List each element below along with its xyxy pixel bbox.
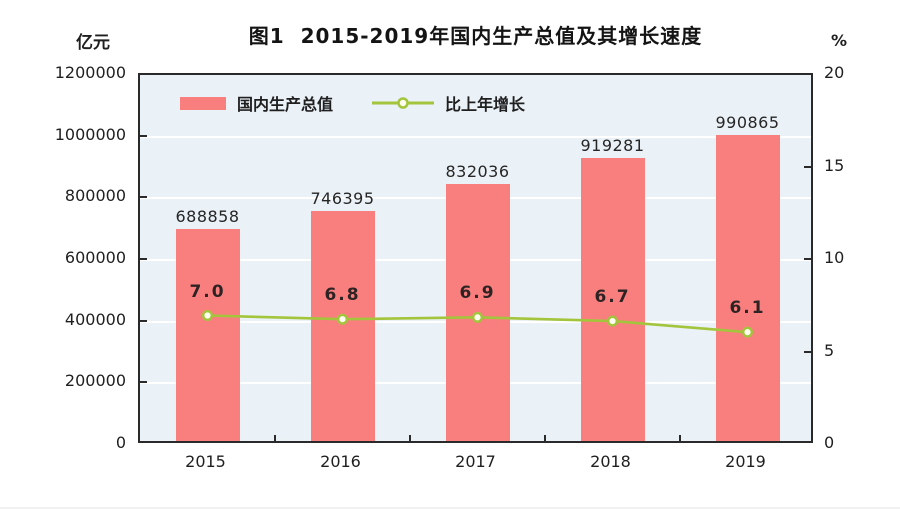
gdp-bar <box>310 210 375 441</box>
growth-rate-label: 6.9 <box>459 283 496 304</box>
bar-value-label: 990865 <box>715 113 780 133</box>
bar-value-label: 919281 <box>580 135 645 155</box>
right-axis-tick-mark <box>804 165 811 168</box>
page-divider <box>0 507 900 509</box>
growth-rate-label: 6.1 <box>729 298 766 319</box>
legend-line-sample-icon <box>372 97 435 109</box>
x-axis-year-label: 2019 <box>725 452 766 471</box>
right-axis-tick-mark <box>804 258 811 260</box>
right-axis-tick-label: 20 <box>824 63 845 82</box>
legend-bar-label: 国内生产总值 <box>237 95 334 114</box>
legend-line-label: 比上年增长 <box>445 95 526 114</box>
right-axis-tick-label: 5 <box>824 340 835 360</box>
right-axis-tick-label: 10 <box>824 248 845 267</box>
x-axis-year-label: 2017 <box>455 452 496 471</box>
left-axis-tick-label: 400000 <box>64 309 126 329</box>
left-axis-tick-mark <box>140 134 147 137</box>
left-axis-tick-label: 200000 <box>64 371 126 391</box>
right-axis-tick-label: 15 <box>824 155 845 175</box>
gridline <box>140 135 811 138</box>
chart-title: 图1 2015-2019年国内生产总值及其增长速度 <box>248 24 703 48</box>
left-axis-tick-label: 800000 <box>64 186 126 206</box>
growth-rate-label: 7.0 <box>189 281 226 302</box>
gdp-bar <box>580 157 645 441</box>
gdp-bar <box>175 228 240 441</box>
plot-area: 国内生产总值 比上年增长 688858 746395 832036 919281 990… <box>138 73 813 443</box>
left-axis-tick-label: 1000000 <box>54 124 126 144</box>
bar-value-label: 832036 <box>445 162 510 182</box>
bar-value-label: 688858 <box>175 206 240 226</box>
x-axis-tick-mark <box>274 435 276 441</box>
left-axis-tick-label: 600000 <box>64 248 126 267</box>
gdp-bar <box>445 184 510 441</box>
x-axis-year-label: 2015 <box>185 452 226 471</box>
x-axis-year-label: 2016 <box>320 452 361 471</box>
left-axis-unit: 亿元 <box>76 33 110 53</box>
left-axis-tick-mark <box>140 258 147 260</box>
legend-bar-swatch <box>180 96 226 110</box>
growth-rate-label: 6.8 <box>324 285 361 306</box>
right-axis-tick-mark <box>804 350 811 353</box>
left-axis-tick-mark <box>140 381 147 384</box>
x-axis-year-label: 2018 <box>590 452 631 471</box>
x-axis-tick-mark <box>544 435 546 441</box>
x-axis-tick-mark <box>409 435 411 441</box>
left-axis-tick-label: 1200000 <box>54 63 126 82</box>
left-axis-tick-label: 0 <box>115 433 126 452</box>
bar-value-label: 746395 <box>310 188 375 208</box>
x-axis-tick-mark <box>679 435 681 441</box>
left-axis-tick-mark <box>140 196 147 199</box>
gdp-bar <box>715 135 780 441</box>
right-axis-tick-label: 0 <box>824 433 835 452</box>
left-axis-tick-mark <box>140 319 147 322</box>
chart-legend: 国内生产总值 比上年增长 <box>180 91 525 115</box>
right-axis-unit: % <box>831 31 848 50</box>
growth-rate-label: 6.7 <box>594 287 631 308</box>
